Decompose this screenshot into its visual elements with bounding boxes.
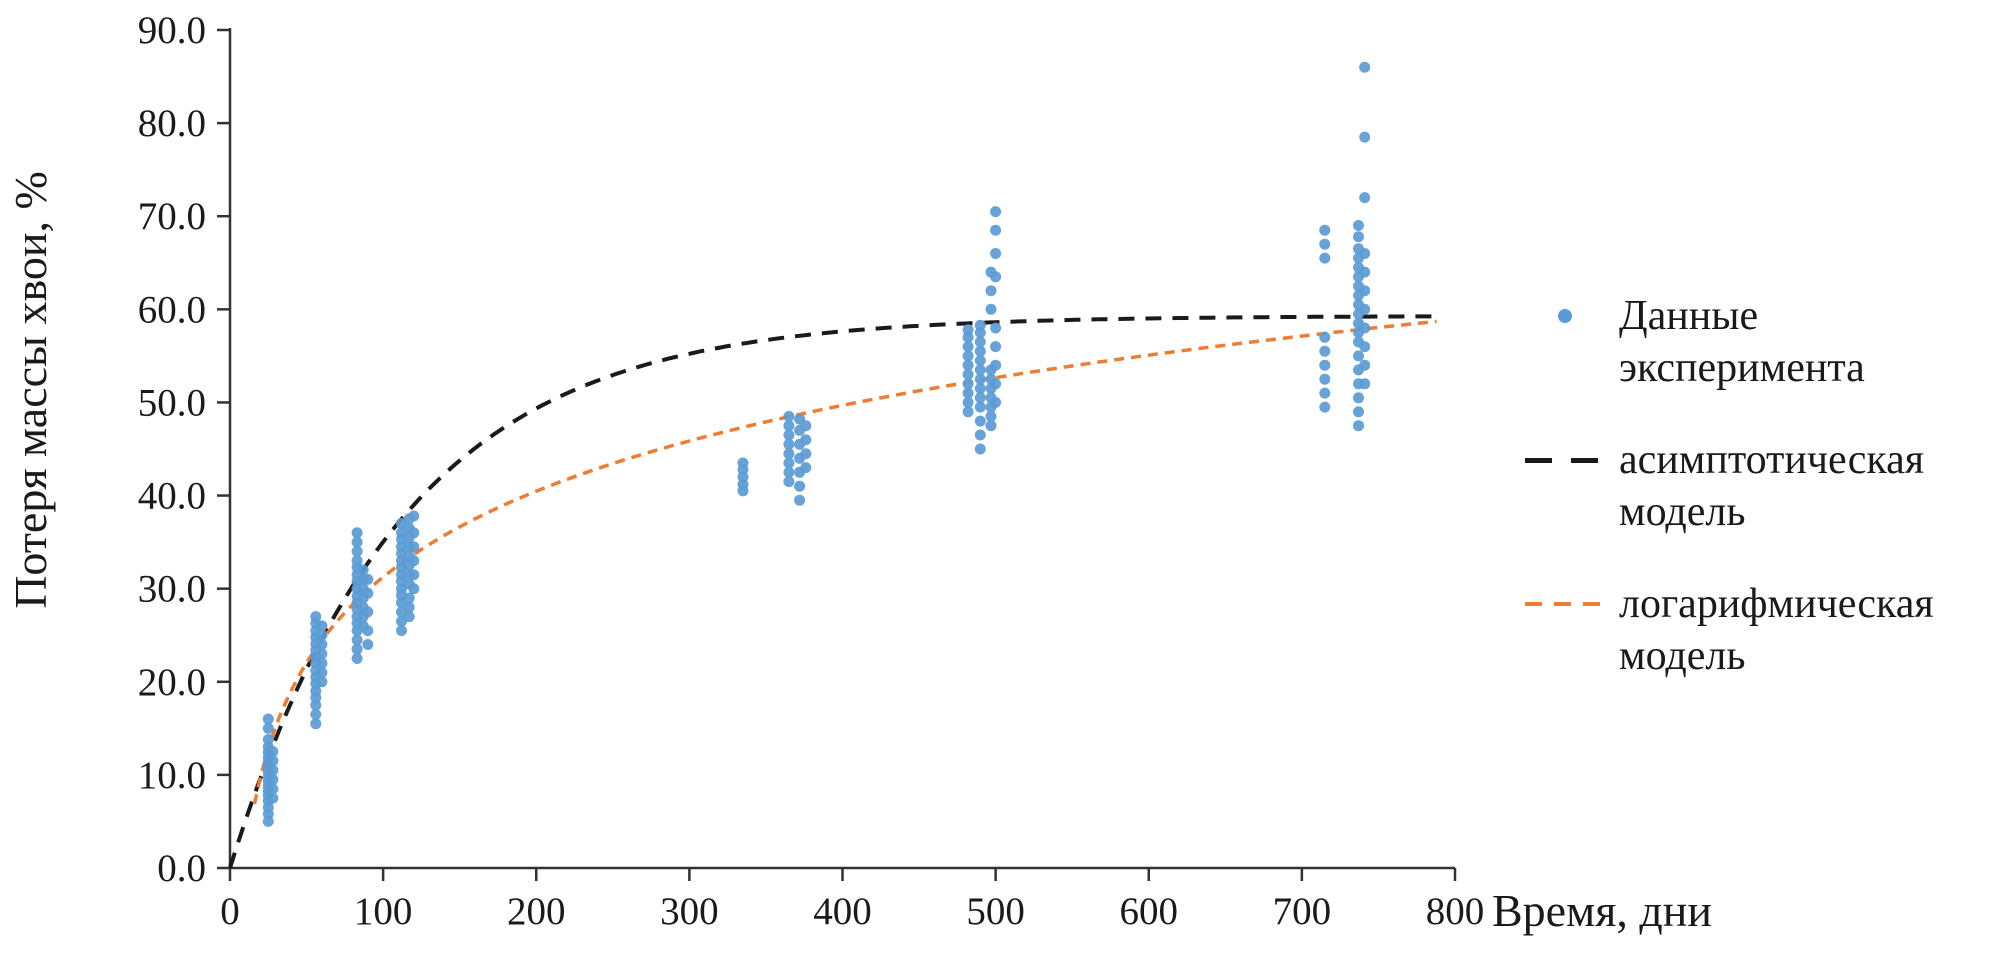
legend-dash-marker-logarithmic (1525, 602, 1605, 606)
svg-text:10.0: 10.0 (138, 754, 206, 797)
svg-text:0.0: 0.0 (157, 847, 206, 890)
legend-label-logarithmic: логарифмическая модель (1619, 581, 1934, 679)
legend-dash-marker-asymptotic (1525, 457, 1599, 463)
svg-text:80.0: 80.0 (138, 102, 206, 145)
legend-entry-asymptotic: асимптотическая модель (1525, 434, 1965, 538)
svg-text:90.0: 90.0 (138, 9, 206, 52)
svg-text:800: 800 (1426, 890, 1485, 933)
legend-label-asymptotic: асимптотическая модель (1619, 437, 1925, 535)
svg-text:70.0: 70.0 (138, 195, 206, 238)
svg-text:0: 0 (220, 890, 240, 933)
svg-text:400: 400 (813, 890, 872, 933)
svg-text:200: 200 (507, 890, 566, 933)
y-axis-title: Потеря массы хвои, % (5, 171, 56, 609)
svg-text:500: 500 (966, 890, 1025, 933)
legend-marker-box (1525, 578, 1605, 630)
legend-entry-logarithmic: логарифмическая модель (1525, 578, 1965, 682)
legend-label-data: Данные эксперимента (1619, 293, 1865, 391)
legend-marker-box (1525, 434, 1605, 486)
x-axis-title: Время, дни (1492, 885, 1712, 936)
legend-dot-marker (1558, 309, 1572, 323)
svg-text:60.0: 60.0 (138, 288, 206, 331)
svg-text:50.0: 50.0 (138, 381, 206, 424)
svg-text:30.0: 30.0 (138, 568, 206, 611)
svg-text:700: 700 (1273, 890, 1332, 933)
legend-marker-box (1525, 290, 1605, 342)
svg-text:100: 100 (354, 890, 413, 933)
svg-text:20.0: 20.0 (138, 661, 206, 704)
svg-text:600: 600 (1120, 890, 1179, 933)
svg-text:40.0: 40.0 (138, 475, 206, 518)
svg-text:300: 300 (660, 890, 719, 933)
legend: Данные эксперимента асимптотическая моде… (1525, 290, 1965, 722)
legend-entry-data: Данные эксперимента (1525, 290, 1965, 394)
plot-area: 0.0 10.0 20.0 30.0 40.0 50.0 60.0 70.0 80.0 90.0 0… (138, 9, 1485, 933)
